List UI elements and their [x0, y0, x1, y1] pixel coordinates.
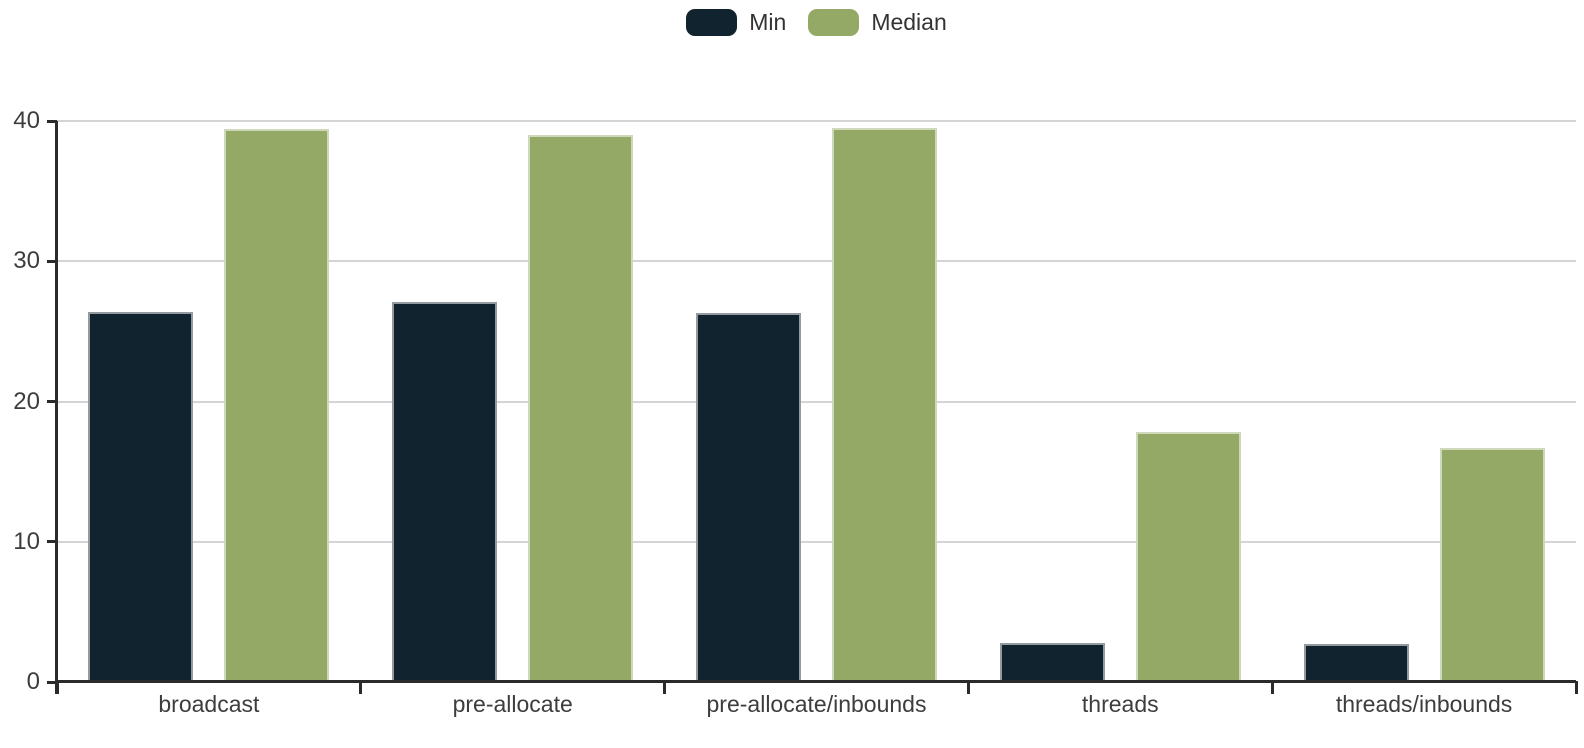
y-tick-30	[47, 259, 57, 263]
legend-swatch-median	[808, 8, 860, 36]
chart-legend: Min Median	[57, 7, 1576, 37]
y-tick-label: 10	[13, 527, 40, 555]
legend-label: Median	[871, 8, 947, 35]
bar-median-broadcast[interactable]	[224, 129, 330, 682]
legend-label: Min	[749, 8, 787, 35]
bar-min-pre-allocate[interactable]	[392, 301, 498, 682]
bar-group-broadcast	[57, 121, 361, 682]
y-tick-label: 40	[13, 107, 40, 134]
bar-group-threads/inbounds	[1272, 121, 1576, 682]
bar-group-pre-allocate/inbounds	[665, 121, 969, 682]
x-label-broadcast: broadcast	[158, 691, 260, 717]
bar-min-threads/inbounds[interactable]	[1303, 644, 1409, 682]
y-tick-40	[47, 119, 57, 123]
bar-min-pre-allocate/inbounds[interactable]	[695, 313, 801, 682]
gridline-30	[57, 260, 1576, 263]
bar-median-pre-allocate/inbounds[interactable]	[831, 128, 937, 682]
bar-min-threads[interactable]	[999, 642, 1105, 682]
gridline-20	[57, 400, 1576, 403]
bar-min-broadcast[interactable]	[88, 311, 194, 682]
gridline-40	[57, 120, 1576, 122]
plot-area	[57, 120, 1576, 682]
legend-item-median[interactable]: Median	[808, 8, 947, 36]
bars-layer	[57, 121, 1576, 682]
x-tick-2	[663, 681, 667, 694]
legend-swatch-min	[686, 8, 738, 36]
x-label-pre-allocate: pre-allocate	[452, 691, 573, 717]
x-label-threads: threads	[1081, 691, 1159, 717]
y-tick-20	[47, 400, 57, 403]
x-tick-3	[966, 681, 970, 694]
x-tick-4	[1270, 681, 1274, 694]
gridline-10	[57, 540, 1576, 543]
x-axis-line	[57, 680, 1576, 683]
bar-median-threads[interactable]	[1135, 432, 1241, 682]
x-tick-5	[1574, 681, 1578, 694]
gridlines	[57, 120, 1576, 682]
x-tick-1	[359, 681, 363, 694]
y-tick-label: 30	[13, 247, 40, 275]
x-label-threads/inbounds: threads/inbounds	[1335, 691, 1513, 717]
y-tick-10	[47, 540, 57, 544]
y-tick-label: 0	[26, 668, 40, 695]
bar-group-pre-allocate	[361, 121, 665, 682]
x-label-pre-allocate/inbounds: pre-allocate/inbounds	[706, 691, 927, 717]
x-tick-0	[55, 681, 59, 694]
x-axis-category-labels: broadcast pre-allocate pre-allocate/inboun…	[57, 691, 1576, 718]
y-tick-0	[47, 680, 57, 684]
bar-group-threads	[968, 121, 1272, 682]
y-tick-label: 20	[13, 387, 40, 415]
legend-item-min[interactable]: Min	[686, 8, 787, 36]
y-axis-line	[55, 121, 58, 694]
bar-median-pre-allocate[interactable]	[528, 135, 634, 682]
bar-median-threads/inbounds[interactable]	[1439, 447, 1545, 682]
